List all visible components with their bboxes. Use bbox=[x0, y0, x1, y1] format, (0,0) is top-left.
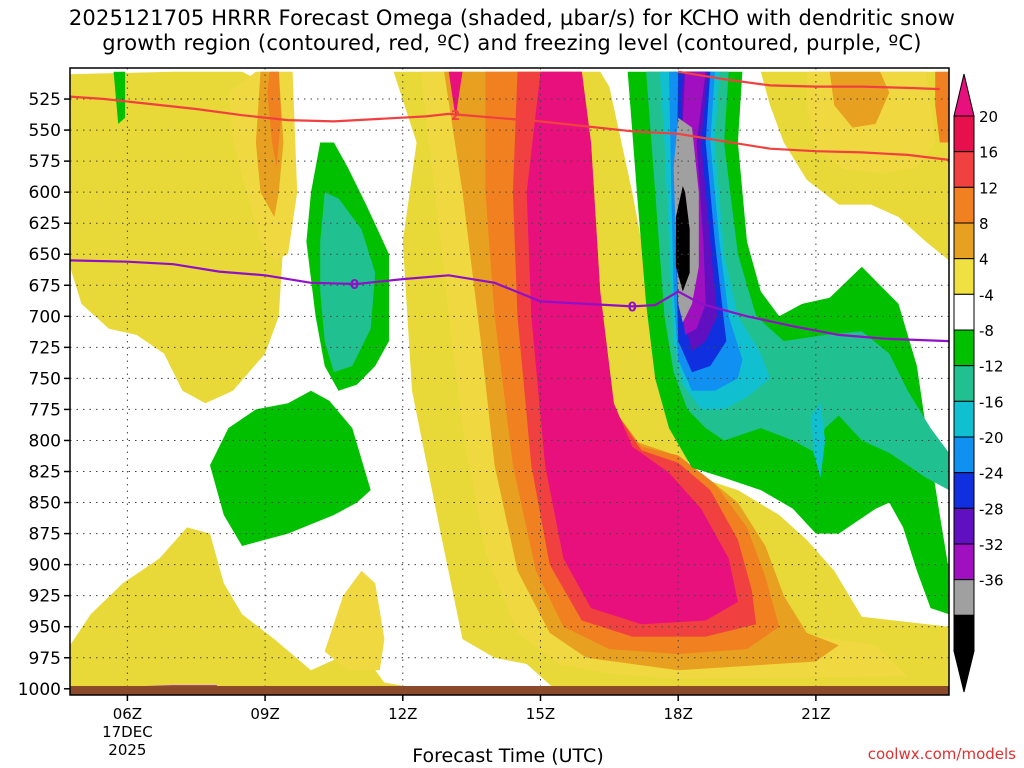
colorbar-swatch-0 bbox=[953, 115, 975, 153]
colorbar-label-12: -32 bbox=[979, 536, 1004, 554]
colorbar-swatch-14 bbox=[953, 614, 975, 652]
x-axis-label: Forecast Time (UTC) bbox=[412, 745, 603, 767]
colorbar-swatch-13 bbox=[953, 579, 975, 616]
y-tick-label-775: 775 bbox=[29, 400, 61, 420]
freezing-contour-label-2: 0 bbox=[628, 300, 637, 315]
colorbar-swatch-5 bbox=[953, 293, 975, 331]
y-tick-label-550: 550 bbox=[29, 121, 61, 141]
colorbar: 20 16 12 8 4 -4 -8 -12 -16 -20 -24 -28 -32 -36 bbox=[953, 73, 1004, 693]
y-tick-label-850: 850 bbox=[29, 494, 61, 514]
colorbar-label-11: -28 bbox=[979, 500, 1004, 518]
y-tick-label-975: 975 bbox=[29, 649, 61, 669]
colorbar-swatch-11 bbox=[953, 507, 975, 545]
colorbar-swatch-10 bbox=[953, 472, 975, 509]
source-credit: coolwx.com/models bbox=[868, 745, 1016, 763]
omega-region-positive-24-15 bbox=[526, 71, 738, 625]
omega-region-negative-8-21 bbox=[320, 192, 376, 373]
colorbar-label-4: 4 bbox=[979, 251, 989, 269]
dgz-contour-line bbox=[70, 95, 949, 161]
colorbar-swatch-4 bbox=[953, 258, 975, 295]
colorbar-swatch-1 bbox=[953, 151, 975, 188]
y-tick-label-625: 625 bbox=[29, 214, 61, 234]
colorbar-label-8: -16 bbox=[979, 393, 1004, 411]
colorbar-swatch-3 bbox=[953, 222, 975, 260]
colorbar-label-1: 16 bbox=[979, 144, 998, 162]
colorbar-label-5: -4 bbox=[979, 286, 994, 304]
ground-strip bbox=[70, 686, 949, 695]
omega-region-negative-36-30 bbox=[675, 186, 690, 292]
y-tick-label-750: 750 bbox=[29, 369, 61, 389]
dgz-contour-label: 2 bbox=[451, 109, 460, 124]
omega-region-positive-24-16 bbox=[448, 71, 463, 118]
colorbar-label-10: -24 bbox=[979, 465, 1004, 483]
colorbar-label-0: 20 bbox=[979, 108, 998, 126]
colorbar-swatch-9 bbox=[953, 436, 975, 474]
x-tick-label-15Z: 15Z bbox=[526, 705, 555, 723]
colorbar-top-arrow bbox=[953, 73, 975, 117]
y-tick-label-1000: 1000 bbox=[18, 680, 61, 700]
colorbar-label-6: -8 bbox=[979, 322, 994, 340]
x-tick-label-09Z: 09Z bbox=[250, 705, 279, 723]
y-tick-label-950: 950 bbox=[29, 618, 61, 638]
x-tick-label-21Z: 21Z bbox=[801, 705, 830, 723]
x-tick-label-06Z: 06Z bbox=[113, 705, 142, 723]
freezing-level-contour-line bbox=[70, 259, 949, 343]
colorbar-swatch-8 bbox=[953, 400, 975, 438]
colorbar-swatch-12 bbox=[953, 543, 975, 581]
chart-title-line-1: 2025121705 HRRR Forecast Omega (shaded, … bbox=[68, 6, 956, 30]
date-label-day: 17DEC bbox=[102, 723, 153, 741]
plot-frame bbox=[69, 67, 950, 696]
y-tick-label-600: 600 bbox=[29, 183, 61, 203]
y-tick-label-900: 900 bbox=[29, 556, 61, 576]
grid-layer bbox=[70, 68, 949, 695]
y-tick-label-875: 875 bbox=[29, 525, 61, 545]
chart-title-line-2: growth region (contoured, red, ºC) and f… bbox=[102, 31, 922, 55]
colorbar-swatch-2 bbox=[953, 186, 975, 224]
colorbar-label-7: -12 bbox=[979, 358, 1004, 376]
omega-shading-layer bbox=[70, 71, 949, 689]
axis-layer: 525 550 575 600 625 650 675 700 725 750 775 800 825 8… bbox=[18, 90, 831, 759]
y-tick-label-800: 800 bbox=[29, 431, 61, 451]
x-tick-label-18Z: 18Z bbox=[663, 705, 692, 723]
y-tick-label-700: 700 bbox=[29, 307, 61, 327]
omega-region-negative-4-17 bbox=[113, 71, 126, 124]
freezing-contour-label-1: 0 bbox=[350, 278, 359, 293]
colorbar-bottom-arrow bbox=[953, 650, 975, 693]
omega-region-negative-4-19 bbox=[210, 390, 371, 546]
y-tick-label-525: 525 bbox=[29, 90, 61, 110]
y-tick-label-725: 725 bbox=[29, 338, 61, 358]
y-tick-label-675: 675 bbox=[29, 276, 61, 296]
omega-region-positive-4-1 bbox=[70, 71, 288, 404]
x-tick-label-12Z: 12Z bbox=[388, 705, 417, 723]
colorbar-label-3: 8 bbox=[979, 215, 989, 233]
colorbar-label-13: -36 bbox=[979, 572, 1004, 590]
y-tick-label-925: 925 bbox=[29, 587, 61, 607]
y-tick-label-575: 575 bbox=[29, 152, 61, 172]
colorbar-swatch-6 bbox=[953, 329, 975, 367]
dgz-contour-upper-line bbox=[678, 70, 940, 91]
y-tick-label-825: 825 bbox=[29, 463, 61, 483]
omega-region-positive-4-2 bbox=[70, 527, 422, 689]
colorbar-swatch-7 bbox=[953, 365, 975, 402]
colorbar-label-2: 12 bbox=[979, 179, 998, 197]
colorbar-label-9: -20 bbox=[979, 429, 1004, 447]
y-tick-label-650: 650 bbox=[29, 245, 61, 265]
date-label-year: 2025 bbox=[108, 741, 146, 759]
